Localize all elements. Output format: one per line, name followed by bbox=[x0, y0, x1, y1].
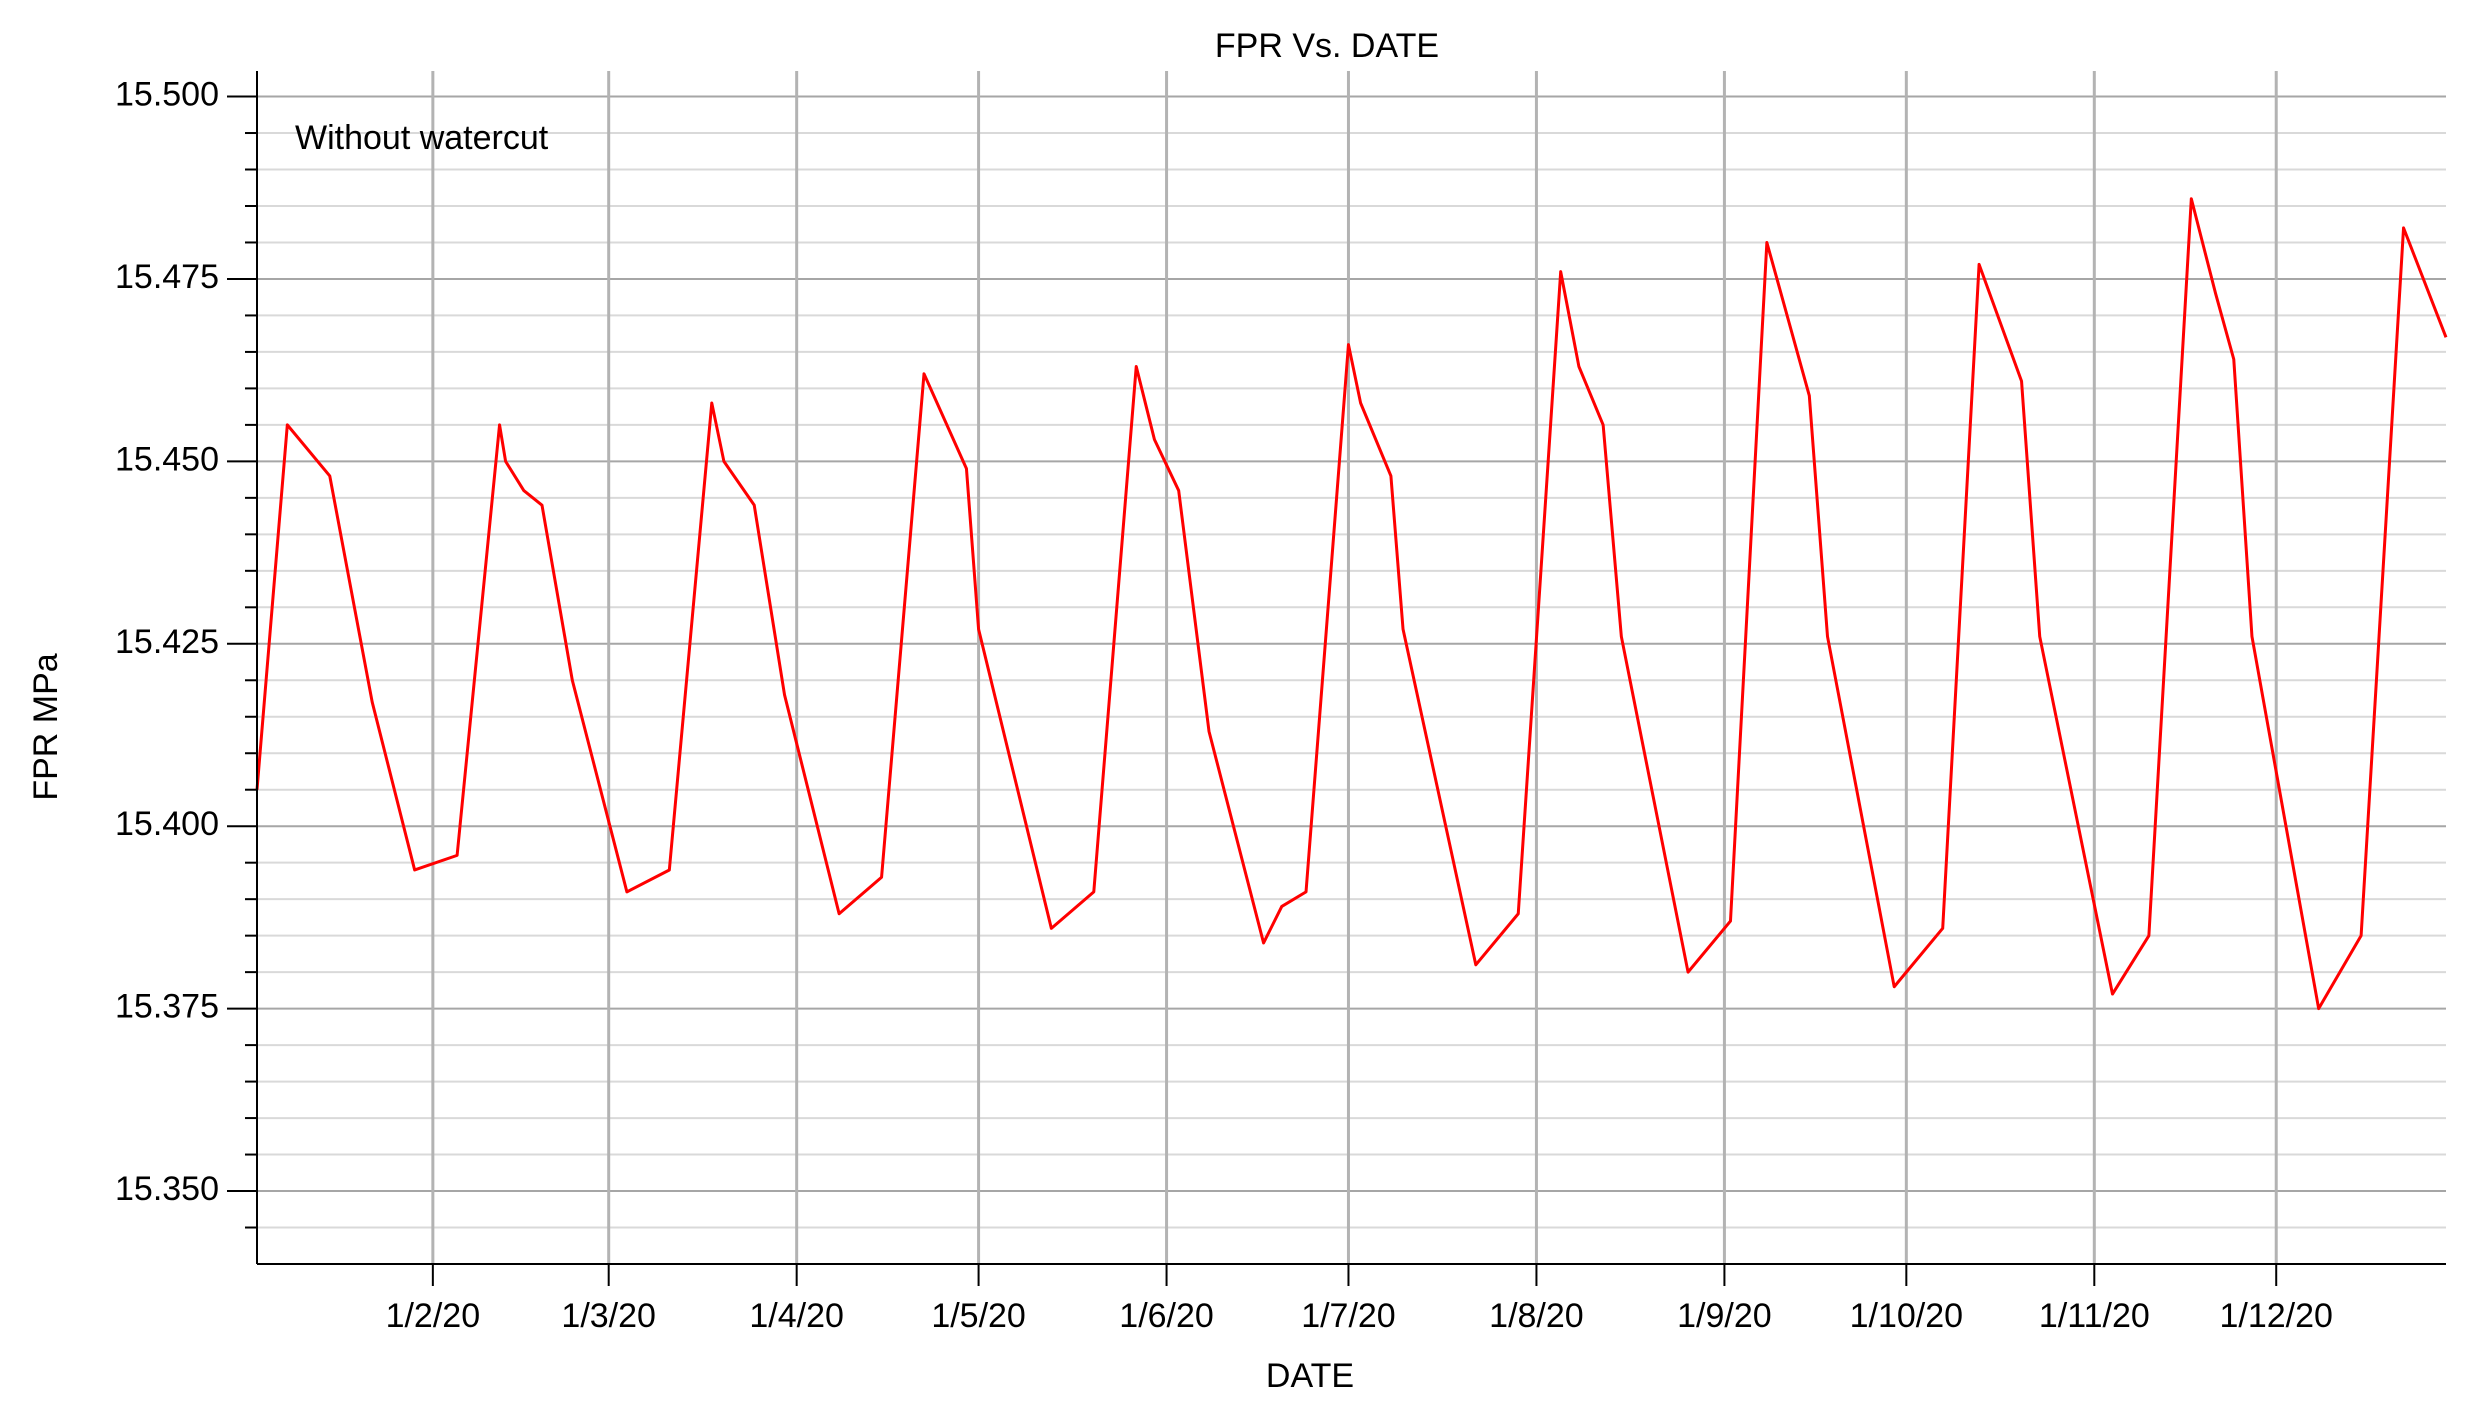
data-line bbox=[255, 197, 2448, 1011]
x-tick-label: 1/7/20 bbox=[1301, 1297, 1396, 1335]
x-tick-label: 1/9/20 bbox=[1677, 1297, 1772, 1335]
y-tick-label: 15.400 bbox=[115, 805, 219, 843]
y-tick-label: 15.425 bbox=[115, 623, 219, 661]
grid bbox=[257, 71, 2446, 1264]
annotation: Without watercut bbox=[295, 119, 549, 157]
y-axis-label: FPR MPa bbox=[27, 653, 65, 800]
y-tick-label: 15.450 bbox=[115, 440, 219, 478]
axes: 15.350 15.375 15.400 15.425 15.450 15.475 15.5… bbox=[115, 71, 2446, 1335]
x-tick-label: 1/10/20 bbox=[1850, 1297, 1963, 1335]
x-tick-label: 1/2/20 bbox=[386, 1297, 481, 1335]
y-tick-label: 15.500 bbox=[115, 76, 219, 114]
x-tick-label: 1/3/20 bbox=[561, 1297, 656, 1335]
y-tick-label: 15.375 bbox=[115, 988, 219, 1026]
x-axis-label: DATE bbox=[1266, 1357, 1354, 1395]
x-tick-label: 1/4/20 bbox=[749, 1297, 844, 1335]
x-tick-label: 1/12/20 bbox=[2219, 1297, 2332, 1335]
chart-title: FPR Vs. DATE bbox=[1215, 27, 1439, 65]
x-tick-label: 1/5/20 bbox=[931, 1297, 1026, 1335]
y-tick-label: 15.475 bbox=[115, 258, 219, 296]
x-tick-label: 1/6/20 bbox=[1119, 1297, 1214, 1335]
marks bbox=[255, 197, 2448, 1011]
x-tick-label: 1/11/20 bbox=[2039, 1297, 2150, 1335]
y-tick-label: 15.350 bbox=[115, 1170, 219, 1208]
x-tick-label: 1/8/20 bbox=[1489, 1297, 1584, 1335]
